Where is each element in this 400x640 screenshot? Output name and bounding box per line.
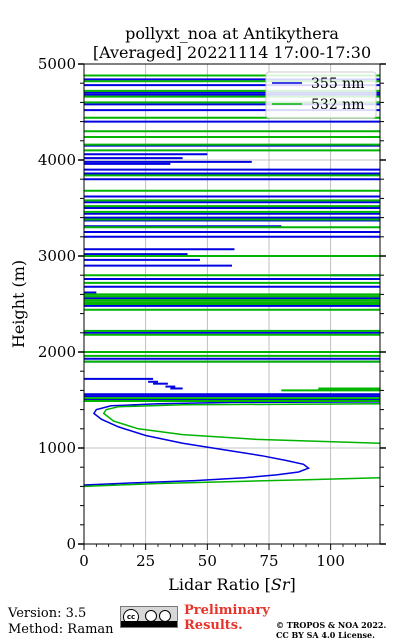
x-axis-label: Lidar Ratio [Sr]: [168, 575, 296, 594]
legend: 355 nm 532 nm: [265, 71, 377, 119]
legend-label-355: 355 nm: [311, 76, 364, 92]
preliminary-line-1: Preliminary: [184, 603, 270, 618]
y-tick-label: 4000: [38, 151, 76, 169]
legend-label-532: 532 nm: [311, 97, 364, 113]
x-axis-label-suffix: ]: [290, 575, 296, 594]
cc-bar: [121, 621, 177, 627]
chart-subtitle: [Averaged] 20221114 17:00-17:30: [93, 43, 371, 62]
series-532: [83, 74, 381, 488]
profile-line-355: [83, 401, 381, 486]
chart-title: pollyxt_noa at Antikythera: [125, 24, 339, 43]
profile-line-532: [83, 477, 381, 488]
x-tick-label: 50: [198, 552, 217, 570]
preliminary-line-2: Results.: [184, 618, 243, 633]
x-tick-label: 0: [79, 552, 89, 570]
x-tick-label: 75: [259, 552, 278, 570]
cc-license-icon: cc: [120, 606, 178, 628]
lidar-ratio-chart: pollyxt_noa at Antikythera [Averaged] 20…: [9, 24, 386, 594]
copyright-line-1: © TROPOS & NOA 2022.: [276, 620, 387, 630]
y-tick-label: 3000: [38, 247, 76, 265]
x-axis-label-unit: Sr: [271, 575, 291, 594]
y-tick-label: 1000: [38, 439, 76, 457]
y-tick-label: 0: [66, 535, 76, 553]
y-tick-label: 5000: [38, 55, 76, 73]
x-tick-label: 100: [316, 552, 345, 570]
profile-line-532: [102, 403, 381, 444]
method-text: Method: Raman: [8, 622, 114, 637]
copyright-notice: © TROPOS & NOA 2022. CC BY SA 4.0 Licens…: [276, 620, 386, 640]
copyright-line-2: CC BY SA 4.0 License.: [276, 630, 375, 640]
x-axis-label-prefix: Lidar Ratio [: [168, 575, 271, 594]
footer-info: Version: 3.5 Method: Raman: [8, 606, 114, 638]
version-text: Version: 3.5: [8, 606, 87, 621]
x-tick-label: 25: [136, 552, 155, 570]
preliminary-notice: Preliminary Results.: [184, 603, 270, 633]
y-tick-label: 2000: [38, 343, 76, 361]
y-axis-label: Height (m): [9, 260, 28, 348]
